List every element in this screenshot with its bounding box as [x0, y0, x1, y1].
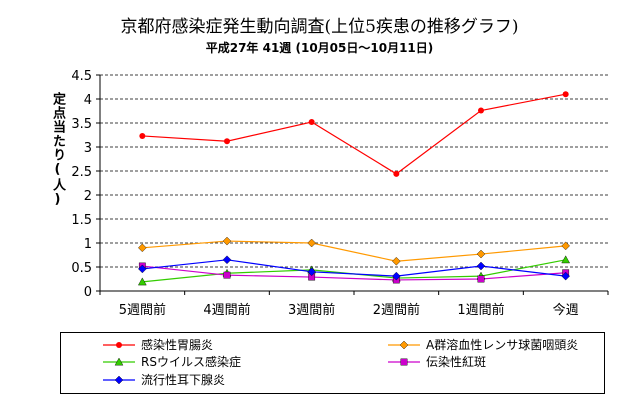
data-point — [138, 264, 147, 274]
data-point — [561, 241, 570, 251]
y-tick-label: 4.5 — [71, 69, 92, 84]
data-point — [476, 261, 486, 271]
series-line-4 — [142, 265, 566, 281]
y-tick-label: 3.5 — [71, 117, 92, 132]
y-tick-label: 0.5 — [71, 261, 92, 276]
data-point — [308, 119, 315, 126]
x-tick-label: 1週間前 — [457, 302, 504, 318]
chart-title: 京都府感染症発生動向調査(上位5疾患の推移グラフ) — [120, 17, 519, 37]
legend-label: 伝染性紅斑 — [426, 355, 487, 369]
axes — [96, 74, 609, 295]
y-tick-label: 2.5 — [71, 165, 92, 180]
legend: 感染性胃腸炎 A群溶血性レンサ球菌咽頭炎 RSウイルス感染症 伝染性紅斑流行性耳下腺炎 — [60, 332, 605, 394]
series-line-1 — [142, 93, 566, 175]
legend-label: 流行性耳下腺炎 — [141, 373, 226, 387]
y-tick-label: 2 — [84, 189, 92, 204]
data-point — [307, 267, 316, 277]
legend-label: RSウイルス感染症 — [141, 355, 241, 369]
data-point — [562, 91, 569, 98]
data-point — [393, 170, 400, 177]
data-point — [392, 271, 401, 281]
data-point — [138, 243, 147, 253]
x-tick-label: 3週間前 — [288, 302, 335, 318]
legend-swatch — [103, 342, 135, 348]
data-point — [224, 138, 230, 145]
x-tick-label: 今週 — [553, 302, 579, 318]
data-point — [561, 271, 570, 281]
legend-marker — [399, 340, 409, 350]
y-tick-label: 3 — [84, 141, 92, 156]
legend-swatch — [103, 357, 135, 366]
data-point — [137, 277, 147, 286]
legend-marker — [400, 358, 408, 366]
line-chart: 0 0.5 1 1.5 2 2.5 3 3.5 4 4.5 5週間前 4週間前 3週間前 2週間前 1週間… — [71, 69, 609, 318]
series-line-2 — [142, 240, 566, 262]
series-line-5 — [142, 259, 566, 277]
legend-marker — [116, 342, 122, 348]
legend-swatch — [103, 375, 135, 385]
data-point — [223, 271, 231, 279]
data-point — [478, 107, 484, 114]
data-point — [222, 236, 232, 246]
chart-subtitle: 平成27年 41週 (10月05日～10月11日) — [205, 41, 434, 55]
x-tick-label: 5週間前 — [119, 302, 166, 318]
data-point — [392, 256, 401, 266]
legend-label: A群溶血性レンサ球菌咽頭炎 — [426, 338, 579, 352]
y-tick-label: 1.5 — [71, 213, 92, 228]
data-point — [139, 132, 146, 139]
y-tick-label: 1 — [84, 237, 92, 252]
legend-label: 感染性胃腸炎 — [141, 338, 214, 352]
y-tick-labels: 0 0.5 1 1.5 2 2.5 3 3.5 4 4.5 — [71, 69, 92, 300]
legend-marker — [114, 375, 124, 385]
y-tick-label: 4 — [84, 93, 92, 108]
data-point — [476, 249, 486, 259]
series-markers — [137, 91, 571, 286]
data-point — [477, 275, 485, 283]
x-tick-label: 2週間前 — [373, 302, 420, 318]
gridlines — [100, 74, 608, 268]
series-lines — [142, 93, 566, 283]
x-tick-labels: 5週間前 4週間前 3週間前 2週間前 1週間前 今週 — [119, 302, 579, 318]
y-axis-label: 定点当たり(人) — [50, 92, 65, 208]
x-tick-label: 4週間前 — [203, 302, 250, 318]
legend-marker — [114, 357, 124, 366]
data-point — [561, 255, 571, 264]
legend-swatch — [388, 358, 420, 366]
legend-swatch — [388, 340, 420, 350]
data-point — [307, 238, 316, 248]
data-point — [222, 255, 232, 265]
y-tick-label: 0 — [84, 285, 92, 300]
